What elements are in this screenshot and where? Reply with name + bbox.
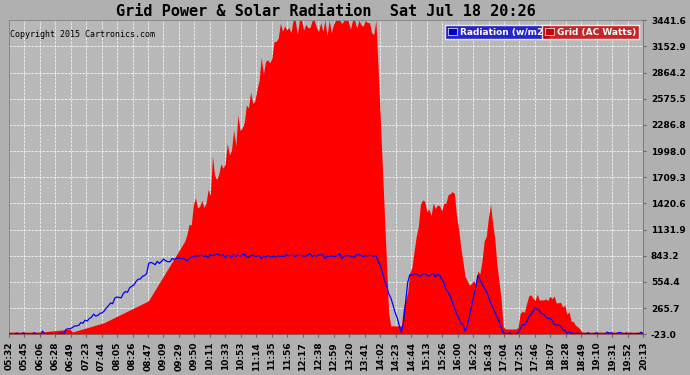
Title: Grid Power & Solar Radiation  Sat Jul 18 20:26: Grid Power & Solar Radiation Sat Jul 18 … bbox=[116, 4, 536, 19]
Legend: Grid (AC Watts): Grid (AC Watts) bbox=[542, 25, 639, 39]
Text: Copyright 2015 Cartronics.com: Copyright 2015 Cartronics.com bbox=[10, 30, 155, 39]
